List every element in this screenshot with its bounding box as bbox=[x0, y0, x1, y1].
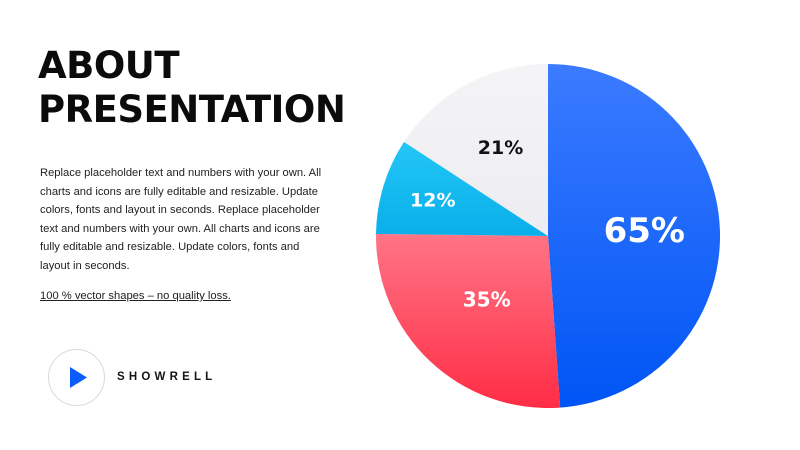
pie-label-35: 35% bbox=[463, 288, 511, 312]
slide-title-line-1: ABOUT bbox=[38, 44, 180, 87]
slide-title-line-2: PRESENTATION bbox=[38, 88, 346, 131]
pie-label-65: 65% bbox=[604, 211, 685, 251]
pie-slice-12 bbox=[376, 141, 548, 236]
pie-label-21: 21% bbox=[478, 137, 523, 159]
pie-label-12: 12% bbox=[410, 190, 455, 212]
pie-slice-65 bbox=[548, 64, 721, 408]
pie-chart: 65% 35% 12% 21% bbox=[375, 64, 721, 409]
slide-body-text: Replace placeholder text and numbers wit… bbox=[40, 167, 322, 272]
play-button[interactable] bbox=[48, 349, 105, 406]
play-icon bbox=[70, 367, 87, 388]
pie-slice-21 bbox=[404, 64, 548, 236]
vector-shapes-note: 100 % vector shapes – no quality loss. bbox=[40, 290, 231, 302]
brand-name: SHOWRELL bbox=[117, 371, 217, 383]
pie-slice-35 bbox=[375, 233, 561, 409]
slide-title: ABOUT PRESENTATION bbox=[38, 44, 346, 132]
